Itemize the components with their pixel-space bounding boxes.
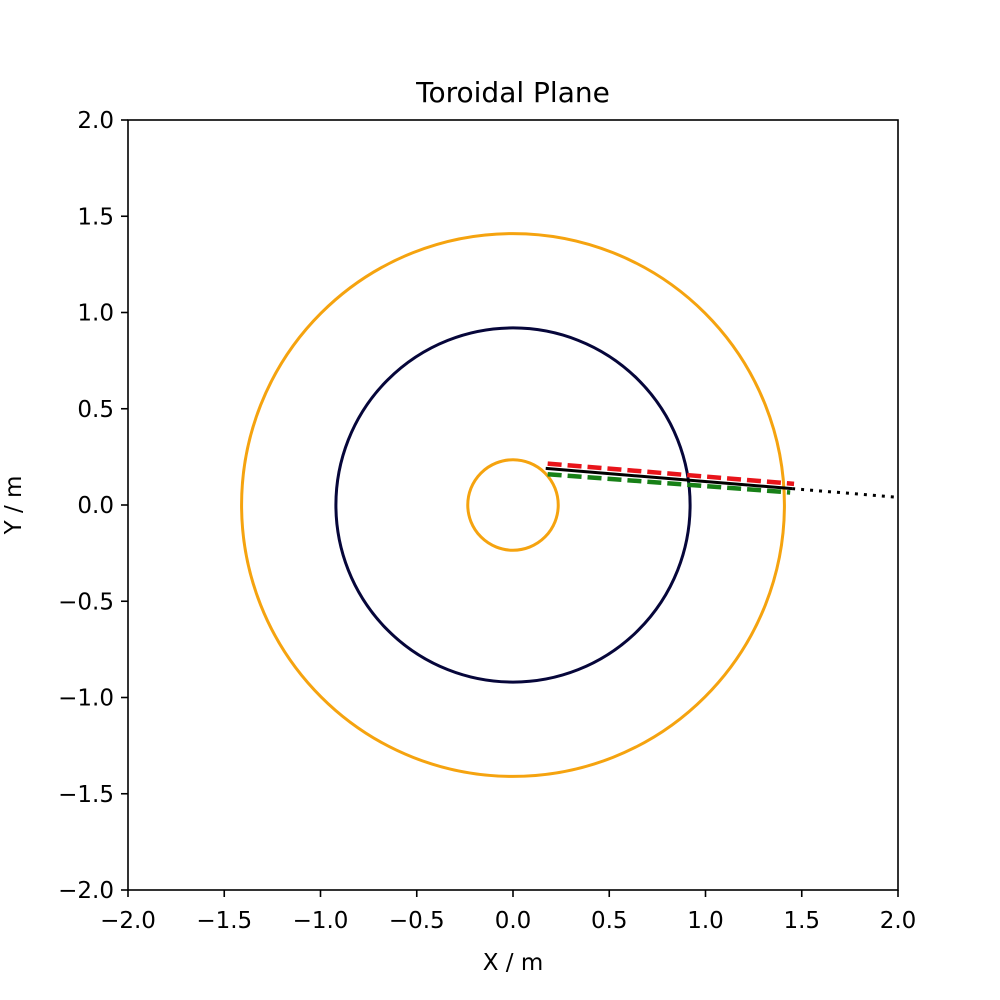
x-tick-label: −1.5 [196,908,252,934]
y-tick-label: −1.5 [58,782,114,808]
plot-area [240,232,898,778]
circle-0 [240,232,786,778]
plot-frame [127,119,899,891]
circle-2 [466,458,560,552]
x-tick-label: 1.5 [783,908,820,934]
y-tick-label: −1.0 [58,686,114,712]
series-line-0 [547,461,795,487]
y-tick-label: 2.0 [77,108,114,134]
series-line-1 [547,471,791,495]
x-tick-label: 2.0 [880,908,917,934]
x-tick-label: 0.0 [495,908,532,934]
x-axis-label: X / m [483,950,544,976]
series-line-3 [792,487,898,499]
chart-title: Toroidal Plane [415,76,610,109]
axis-ticks: −2.0 −1.5 −1.0 −0.5 0.0 0.5 1.0 1.5 2.0 −2.0 −1.5 −… [58,108,916,934]
x-tick-label: −2.0 [100,908,156,934]
x-tick-label: −1.0 [293,908,349,934]
y-tick-label: 1.5 [77,204,114,230]
y-tick-label: 0.5 [77,397,114,423]
x-tick-label: −0.5 [389,908,445,934]
x-tick-label: 0.5 [591,908,628,934]
series-line-2 [545,466,793,491]
x-tick-label: 1.0 [687,908,724,934]
y-tick-label: 1.0 [77,301,114,327]
circle-1 [334,326,692,684]
y-tick-label: −2.0 [58,878,114,904]
y-axis-label: Y / m [1,476,27,536]
y-tick-label: −0.5 [58,589,114,615]
y-tick-label: 0.0 [77,493,114,519]
